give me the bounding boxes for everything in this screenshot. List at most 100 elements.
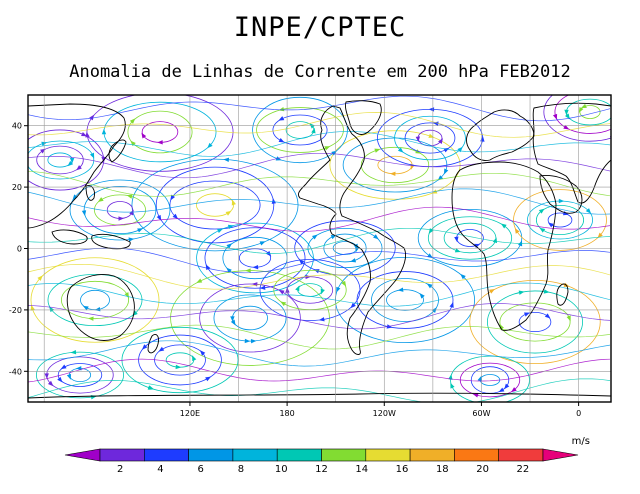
streamline-arrow [206, 264, 211, 270]
lat-tick-label: 20 [12, 183, 22, 192]
streamline-arrow [196, 279, 202, 283]
streamline-arrow [373, 234, 379, 239]
streamline-arrow [581, 104, 587, 108]
streamline [69, 368, 90, 381]
lon-tick-label: 120W [373, 409, 396, 418]
streamline [418, 209, 522, 266]
streamline [28, 112, 610, 137]
streamline-arrow [40, 149, 46, 154]
streamline-arrow [279, 138, 285, 143]
streamline [257, 108, 344, 153]
streamline [28, 171, 610, 196]
streamline-arrow [260, 241, 266, 245]
streamline-arrow [245, 339, 251, 343]
streamline [28, 131, 610, 156]
streamline-arrow [444, 169, 448, 175]
streamline-arrow [148, 385, 154, 389]
streamline [36, 352, 123, 398]
streamline-arrow [499, 388, 505, 393]
streamline-arrow [504, 384, 509, 390]
streamline-arrow [493, 237, 497, 243]
colorbar-label: 10 [275, 464, 288, 475]
streamline-arrow [129, 237, 135, 241]
streamline-arrow [428, 134, 434, 138]
colorbar-label: 20 [476, 464, 489, 475]
streamline-arrow [280, 301, 286, 306]
streamlines [16, 83, 636, 404]
colorbar-unit: m/s [572, 436, 590, 447]
streamline-arrow [489, 289, 495, 294]
streamline-arrow [158, 347, 164, 352]
colorbar-label: 2 [117, 464, 123, 475]
streamline [335, 257, 474, 342]
streamline [197, 223, 314, 293]
streamline-arrow [57, 377, 62, 383]
streamline-arrow [501, 224, 507, 229]
streamline-arrow [98, 197, 104, 202]
streamline-arrow [95, 307, 101, 311]
streamline-arrow [124, 292, 128, 298]
streamline-arrow [278, 116, 284, 120]
lon-tick-label: 180 [279, 409, 294, 418]
streamline [487, 291, 582, 353]
streamline [128, 111, 192, 153]
streamline-arrow [319, 317, 325, 321]
streamline-arrow [548, 222, 554, 227]
lon-tick-label: 0 [576, 409, 581, 418]
streamline-arrow [544, 289, 550, 293]
streamline-arrow [455, 248, 461, 252]
streamline [28, 359, 610, 382]
streamline [171, 271, 330, 366]
streamline [260, 260, 360, 321]
streamline [418, 130, 442, 146]
streamline [170, 181, 260, 229]
streamline-arrow [82, 210, 86, 216]
streamline [214, 295, 286, 341]
streamline [527, 201, 592, 239]
streamline [298, 284, 323, 297]
streamline [470, 280, 600, 363]
streamline-arrow [67, 374, 71, 380]
streamline [28, 207, 610, 231]
streamline-arrow [567, 315, 571, 321]
streamline-arrow [232, 200, 236, 206]
streamline-arrow [324, 146, 330, 150]
streamline-arrow [473, 393, 479, 397]
streamline [28, 248, 610, 273]
lat-tick-label: -20 [9, 306, 22, 315]
streamline [28, 379, 610, 404]
colorbar-label: 8 [238, 464, 244, 475]
colorbar-segment [499, 449, 543, 461]
streamline-arrow [566, 83, 572, 87]
streamline-arrow [390, 172, 396, 176]
streamline-arrow [127, 194, 133, 198]
streamline [122, 327, 238, 392]
streamline-map: 40200-20-40120E180120W60W060E 2468101214… [0, 0, 640, 494]
streamline-arrow [398, 287, 404, 291]
colorbar-label: 16 [396, 464, 409, 475]
colorbar-segment [144, 449, 188, 461]
streamline-arrow [231, 320, 236, 326]
colorbar-label: 12 [315, 464, 328, 475]
streamline-arrow [279, 290, 285, 295]
streamline [239, 249, 270, 268]
streamline-arrow [157, 140, 163, 144]
continent-outlines [28, 101, 611, 398]
streamline-arrow [545, 313, 551, 318]
colorbar-segment [454, 449, 498, 461]
streamline-arrow [217, 229, 223, 233]
streamline-arrow [129, 210, 133, 216]
streamline [500, 303, 570, 341]
streamline-arrow [450, 383, 454, 389]
streamline-arrow [295, 285, 299, 291]
streamline-arrow [205, 377, 211, 382]
streamline [48, 274, 142, 325]
streamline-arrow [559, 199, 565, 203]
streamline [132, 159, 298, 251]
colorbar-label: 6 [197, 464, 203, 475]
colorbar-label: 14 [355, 464, 368, 475]
streamline-arrow [539, 228, 545, 233]
streamline-arrow [429, 107, 435, 111]
streamline [295, 221, 396, 275]
streamline [47, 357, 113, 393]
